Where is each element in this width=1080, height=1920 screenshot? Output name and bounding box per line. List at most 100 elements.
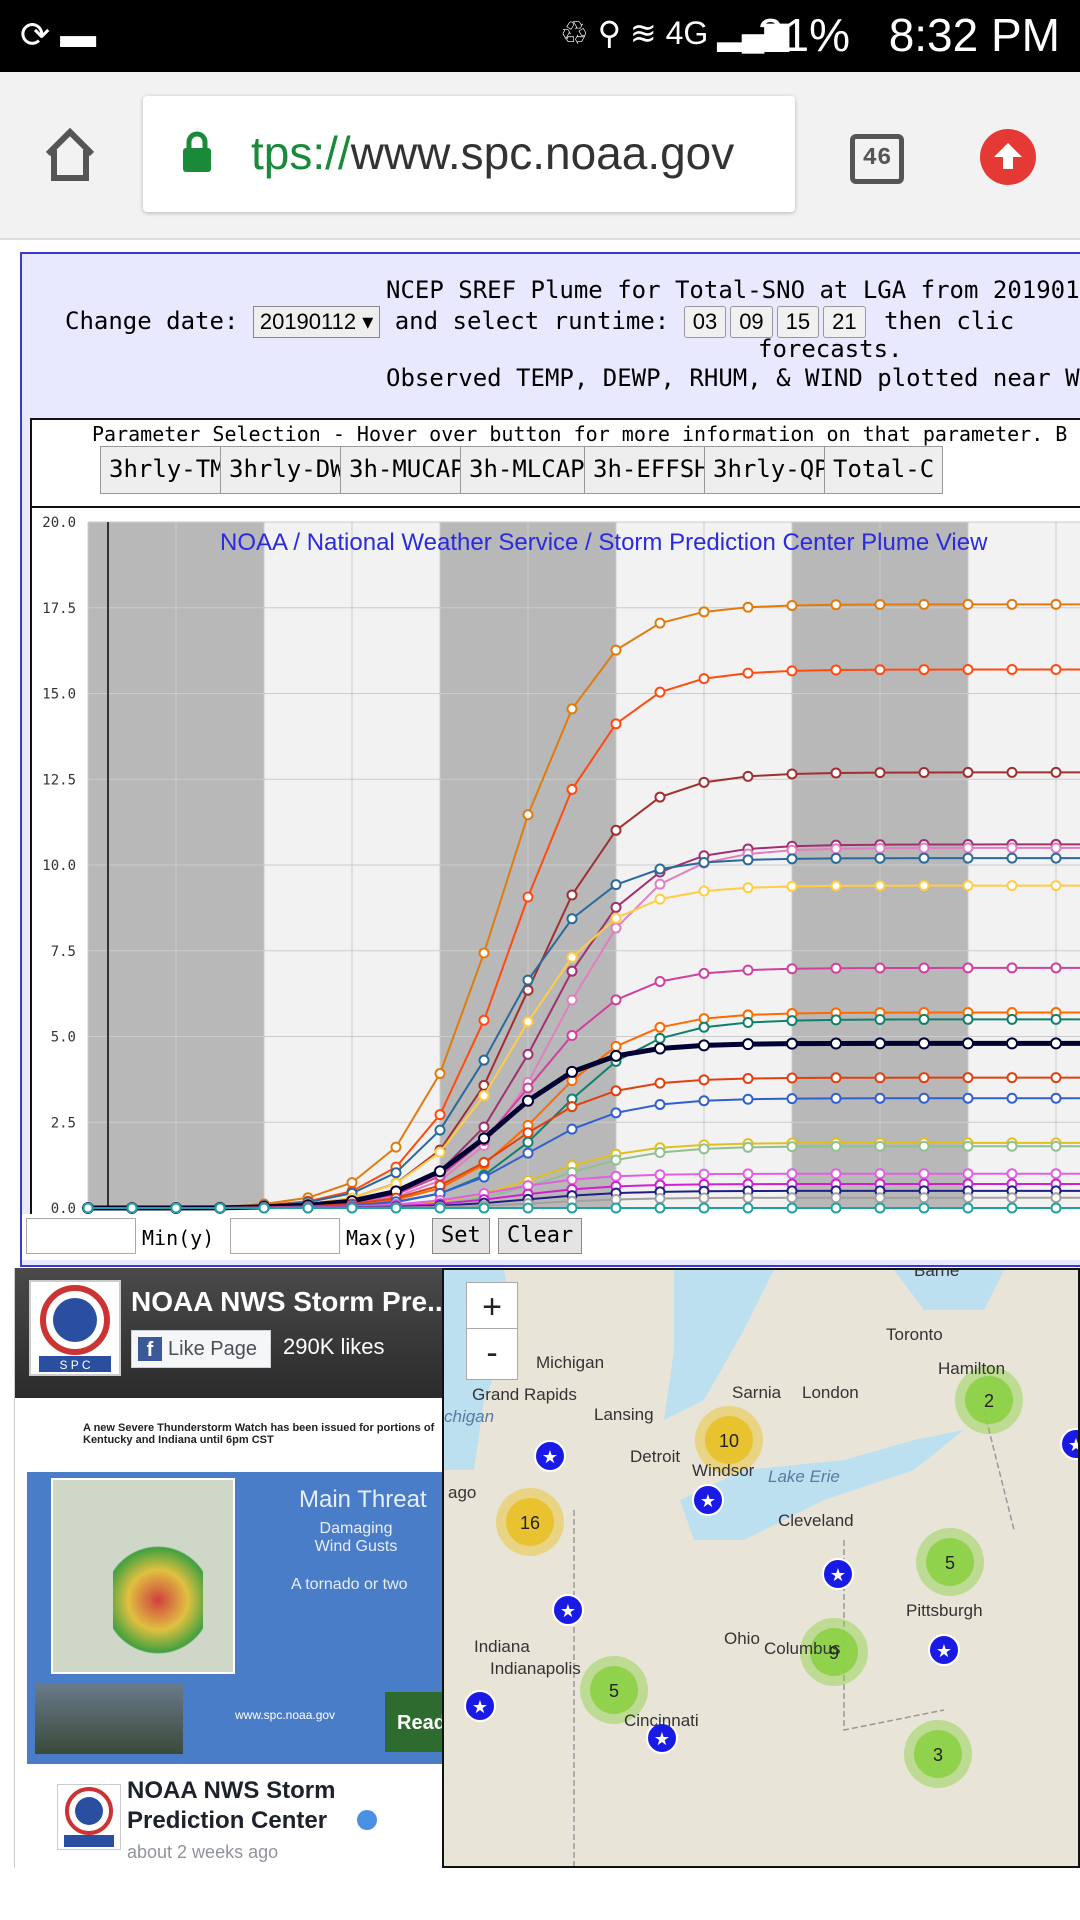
series-point [830,664,842,676]
report-marker[interactable] [464,1690,496,1722]
series-point [962,962,974,974]
cluster-core[interactable] [926,1538,974,1586]
report-marker[interactable] [822,1558,854,1590]
post-timestamp: about 2 weeks ago [127,1842,279,1862]
cluster-core[interactable] [705,1416,753,1464]
facebook-post-image[interactable]: A new Severe Thunderstorm Watch has been… [27,1408,442,1764]
series-point [654,976,666,988]
max-y-label: Max(y) [346,1226,419,1250]
set-button[interactable]: Set [432,1218,490,1254]
series-point [654,1032,666,1044]
series-point [962,1202,974,1214]
series-point [522,1136,534,1148]
facebook-page-name[interactable]: NOAA NWS Storm Pre... [131,1286,442,1317]
zoom-out-button[interactable]: - [466,1328,518,1380]
runtime-15-button[interactable]: 15 [776,306,820,338]
series-point [390,1202,402,1214]
series-point [962,1140,974,1152]
min-y-input[interactable] [26,1218,136,1254]
series-point [830,1092,842,1104]
storm-reports-map[interactable]: ★ ★ ★ ★ ★ ★ ★ ★ 10 16 2 5 9 5 3 Michigan Grand Rapids La… [442,1268,1080,1868]
date-select[interactable]: 20190112 ▾ [252,306,381,338]
runtime-21-button[interactable]: 21 [823,306,866,338]
param-button-total[interactable]: Total-C [824,446,944,494]
url-field[interactable]: tps://www.spc.noaa.gov [143,96,795,212]
cluster-core[interactable] [914,1730,962,1778]
series-point [1006,1202,1018,1214]
series-point [258,1202,270,1214]
page-avatar[interactable] [57,1784,121,1850]
series-point [786,1141,798,1153]
series-point [610,1107,622,1119]
cluster-core[interactable] [965,1376,1013,1424]
series-point [654,863,666,875]
series-point [918,1168,930,1180]
report-marker[interactable] [552,1594,584,1626]
map-place-label: Cleveland [778,1511,854,1530]
series-point [962,880,974,892]
clear-button[interactable]: Clear [498,1218,583,1254]
series-point [918,1140,930,1152]
report-marker[interactable] [928,1634,960,1666]
series-point [522,1094,534,1107]
param-button-3h-mlcape[interactable]: 3h-MLCAPE [460,446,609,494]
series-point [698,885,710,897]
cluster-count: 10 [719,1431,739,1451]
series-point [874,1072,886,1084]
series-point [698,1095,710,1107]
plume-chart-svg: 0.02.55.07.510.012.515.017.520.000Z01-13… [42,515,1080,1228]
series-point [654,617,666,629]
report-marker[interactable] [534,1440,566,1472]
like-page-label: Like Page [168,1338,257,1360]
series-point [1006,842,1018,854]
cluster-core[interactable] [590,1666,638,1714]
update-button[interactable] [980,129,1036,185]
runtime-03-button[interactable]: 03 [683,306,727,338]
series-point [874,1092,886,1104]
series-point [1050,962,1062,974]
status-bar: ⟳ ▬ ♲ ⚲ ≋ 4G ▂▄▆ 31% 8:32 PM [0,0,1080,72]
cluster-count: 5 [609,1681,619,1701]
y-tick-label: 5.0 [51,1030,76,1046]
post-page-name[interactable]: NOAA NWS Storm Prediction Center [127,1777,336,1834]
report-marker[interactable] [692,1484,724,1516]
map-place-label: Hamilton [938,1359,1005,1378]
series-point [1006,598,1018,610]
like-page-button[interactable]: f Like Page [131,1330,271,1368]
series-point [698,1021,710,1033]
map-canvas[interactable]: ★ ★ ★ ★ ★ ★ ★ ★ 10 16 2 5 9 5 3 Michigan Grand Rapids La… [444,1270,1080,1868]
series-point [786,1072,798,1084]
read-button[interactable]: Read [385,1692,442,1752]
lake-huron [664,1270,774,1420]
series-point [1050,880,1062,892]
plume-panel: NCEP SREF Plume for Total-SNO at LGA fro… [20,252,1080,1267]
runtime-09-button[interactable]: 09 [730,306,773,338]
report-marker[interactable] [646,1722,678,1754]
lake-ontario [894,1270,1004,1310]
arrow-up-icon [994,143,1022,169]
tab-switcher-button[interactable]: 46 [850,134,904,184]
threat-2-text: A tornado or two [291,1576,408,1593]
star-icon: ★ [654,1729,670,1749]
series-point [566,965,578,977]
series-point [1050,663,1062,675]
series-point [1050,852,1062,864]
series-point [214,1202,226,1214]
series-point [962,1192,974,1204]
zoom-in-button[interactable]: + [466,1282,518,1334]
cluster-core[interactable] [506,1498,554,1546]
series-point [566,1029,578,1041]
cluster-core[interactable] [810,1628,858,1676]
series-point [1006,1092,1018,1104]
y-tick-label: 20.0 [42,515,76,531]
series-point [1050,598,1062,610]
y-tick-label: 2.5 [51,1115,76,1131]
max-y-input[interactable] [230,1218,340,1254]
series-point [1006,1140,1018,1152]
series-point [478,1202,490,1214]
home-icon[interactable] [40,124,100,184]
series-point [654,1021,666,1033]
report-marker[interactable] [1060,1428,1080,1460]
series-point [654,878,666,890]
series-point [874,1014,886,1026]
